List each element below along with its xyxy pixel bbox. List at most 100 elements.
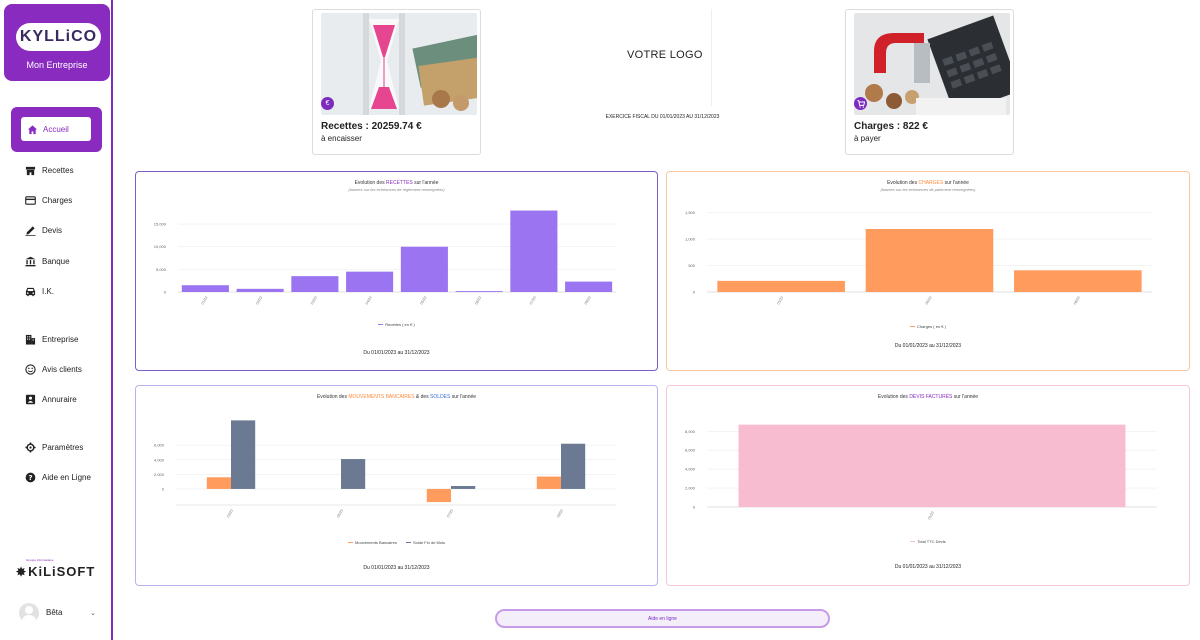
bar: [291, 276, 339, 292]
legend-swatch: [910, 326, 916, 328]
bar: [565, 281, 613, 292]
recettes-chart-card: Evolution des RECETTES sur l'année (basé…: [135, 171, 658, 371]
x-tick-label: 09/23: [556, 509, 564, 519]
sidebar-item-parametres[interactable]: Paramètres: [25, 440, 83, 454]
y-tick-label: 4,000: [154, 457, 165, 462]
sidebar-item-aide[interactable]: ? Aide en Ligne: [25, 470, 91, 484]
legend-swatch: [348, 542, 354, 544]
company-name: Mon Entreprise: [26, 60, 88, 70]
charges-chart-period: Du 01/01/2023 au 31/12/2023: [894, 343, 962, 349]
bar: [536, 476, 561, 489]
sidebar-item-label: Accueil: [43, 124, 69, 134]
devis-chart: 0 2,000 4,000 6,000 8,000 01/23: [685, 424, 1157, 521]
kilisoft-tagline: Groupe Informatique: [26, 558, 54, 562]
bar: [455, 291, 503, 292]
sidebar-item-avis-clients[interactable]: Avis clients: [25, 362, 82, 376]
legend-swatch: [378, 324, 384, 326]
sidebar-item-devis[interactable]: Devis: [25, 223, 62, 237]
banque-chart-title: Evolution des MOUVEMENTS BANCAIRES & des…: [316, 394, 477, 400]
sidebar-item-label: I.K.: [42, 286, 55, 296]
x-tick-label: 08/23: [584, 296, 592, 306]
banque-chart-legend: Mouvements Bancaires Solde Fin de Mois: [136, 540, 657, 545]
recettes-card[interactable]: € Recettes : 20259.74 € à encaisser: [312, 9, 481, 155]
legend-swatch: [910, 541, 916, 543]
charges-total: Charges : 822 €: [854, 121, 928, 132]
recettes-chart-subtitle: (basées sur les échéances de règlement r…: [348, 187, 445, 192]
recettes-chart-title: Evolution des RECETTES sur l'année: [354, 180, 439, 186]
x-tick-label: 05/23: [420, 296, 428, 306]
x-tick-label: 01/23: [201, 296, 209, 306]
sidebar-item-label: Charges: [42, 195, 73, 205]
x-tick-label: 01/23: [776, 296, 784, 306]
sidebar-item-charges[interactable]: Charges: [25, 193, 72, 207]
calculator-image: [854, 13, 1010, 115]
hourglass-image: [321, 13, 477, 115]
x-tick-label: 01/23: [927, 511, 935, 521]
y-tick-label: 8,000: [685, 429, 696, 434]
y-tick-label: 1,500: [685, 210, 696, 215]
kilisoft-star-icon: ✸: [16, 564, 28, 579]
charges-subtitle: à payer: [854, 134, 881, 143]
sidebar: KYLLiCO Mon Entreprise Accueil Recettes …: [0, 0, 113, 640]
recettes-total: Recettes : 20259.74 €: [321, 121, 422, 132]
bar: [181, 285, 229, 292]
devis-chart-legend: Total TTC Devis: [667, 539, 1189, 544]
y-tick-label: 6,000: [685, 448, 696, 453]
y-tick-label: 1,000: [685, 237, 696, 242]
fiscal-year-label: EXERCICE FISCAL DU 01/01/2023 AU 31/12/2…: [605, 114, 720, 120]
euro-icon: €: [321, 97, 334, 110]
sidebar-item-label: Banque: [42, 256, 70, 266]
logo-placeholder: VOTRE LOGO: [607, 9, 712, 106]
sidebar-item-entreprise[interactable]: Entreprise: [25, 332, 78, 346]
bar: [1014, 270, 1142, 292]
svg-text:?: ?: [28, 473, 32, 482]
avatar: [19, 602, 39, 623]
sidebar-item-ik[interactable]: I.K.: [25, 284, 54, 298]
y-tick-label: 5,000: [156, 267, 167, 272]
charges-chart-subtitle: (basées sur les échéances de paiement re…: [880, 187, 976, 192]
charges-chart-card: Evolution des CHARGES sur l'année (basée…: [666, 171, 1190, 371]
bar: [561, 443, 586, 489]
bar: [231, 420, 256, 489]
sidebar-item-recettes[interactable]: Recettes: [25, 163, 74, 177]
user-label: Bêta: [46, 608, 63, 617]
bar: [346, 271, 394, 292]
sidebar-item-label: Avis clients: [42, 364, 82, 374]
y-tick-label: 15,000: [154, 222, 167, 227]
bar: [426, 488, 451, 503]
y-tick-label: 4,000: [685, 467, 696, 472]
user-menu[interactable]: Bêta ⌄: [14, 599, 102, 626]
car-icon: [25, 286, 36, 297]
sidebar-item-annuraire[interactable]: Annuraire: [25, 392, 77, 406]
x-tick-label: 04/23: [365, 296, 373, 306]
legend-swatch: [405, 542, 411, 544]
x-tick-label: 05/23: [336, 509, 344, 519]
sidebar-item-label: Recettes: [42, 165, 74, 175]
sidebar-item-accueil[interactable]: Accueil: [11, 107, 102, 152]
bar: [341, 459, 366, 489]
bar: [717, 280, 845, 292]
logo-text: VOTRE LOGO: [627, 49, 703, 61]
recettes-chart-period: Du 01/01/2023 au 31/12/2023: [363, 350, 430, 356]
devis-chart-period: Du 01/01/2023 au 31/12/2023: [894, 564, 962, 570]
y-tick-label: 0: [693, 505, 696, 510]
x-tick-label: 03/23: [310, 296, 318, 306]
recettes-chart-legend: Recettes ( en € ): [136, 322, 657, 327]
sidebar-item-banque[interactable]: Banque: [25, 254, 70, 268]
bar: [451, 486, 476, 489]
gear-icon: [25, 441, 36, 453]
banque-chart-period: Du 01/01/2023 au 31/12/2023: [363, 565, 430, 571]
devis-chart-title: Evolution des DEVIS FACTURÉS sur l'année: [877, 394, 979, 400]
cart-icon: [854, 97, 867, 110]
charges-card[interactable]: Charges : 822 € à payer: [845, 9, 1014, 155]
bank-icon: [25, 256, 36, 267]
sidebar-item-label: Devis: [42, 225, 63, 235]
contact-card-icon: [25, 394, 36, 405]
brand-logo[interactable]: KYLLiCO: [16, 23, 101, 51]
y-tick-label: 0: [164, 290, 167, 295]
y-tick-label: 500: [688, 263, 695, 268]
x-tick-label: 06/23: [474, 296, 482, 306]
help-online-button[interactable]: Aide en ligne: [495, 609, 830, 628]
smiley-icon: [25, 363, 36, 375]
y-tick-label: 2,000: [154, 472, 165, 477]
